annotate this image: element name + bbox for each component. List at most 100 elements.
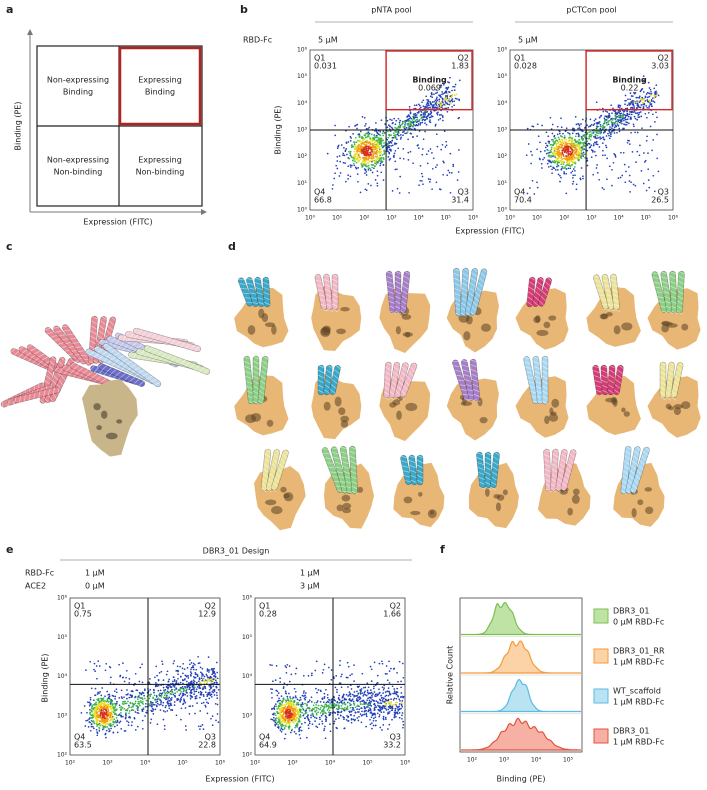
y-axis-label: Binding (PE) <box>14 102 23 151</box>
event-dot <box>646 135 648 138</box>
helix-turn <box>493 456 500 461</box>
event-dot <box>443 161 445 164</box>
helix-turn <box>664 301 672 304</box>
event-dot <box>439 94 442 97</box>
event-dot <box>156 723 159 726</box>
event-dot <box>353 158 355 160</box>
helix-turn <box>342 461 349 464</box>
event-dot <box>190 668 192 671</box>
event-dot <box>610 121 613 123</box>
helix-turn <box>601 274 608 278</box>
event-dot <box>356 150 358 153</box>
helix-turn <box>135 348 141 355</box>
helix-turn <box>464 379 472 382</box>
event-dot <box>284 690 287 693</box>
event-dot <box>586 131 588 134</box>
helix-turn <box>330 383 337 389</box>
helix-turn <box>677 290 684 295</box>
event-dot <box>546 144 548 147</box>
event-dot <box>640 104 643 106</box>
event-dot <box>89 729 92 732</box>
event-dot <box>408 119 411 122</box>
helix-turn <box>484 486 492 491</box>
event-dot <box>608 137 611 140</box>
event-dot <box>435 181 438 184</box>
event-dot <box>344 150 347 153</box>
helix-turn <box>471 374 478 378</box>
helix-turn <box>134 366 141 371</box>
event-dot <box>448 171 451 174</box>
event-dot <box>651 149 653 152</box>
event-dot <box>607 123 610 126</box>
event-dot <box>395 119 398 122</box>
event-dot <box>119 706 121 709</box>
event-dot <box>449 102 452 105</box>
helix-turn <box>324 384 331 389</box>
event-dot <box>433 93 435 96</box>
event-dot <box>549 144 552 146</box>
helix-turn <box>252 302 259 305</box>
event-dot <box>447 81 449 83</box>
event-dot <box>207 669 209 671</box>
surface-shadow <box>613 325 621 335</box>
event-dot <box>126 689 128 691</box>
helix-turn <box>664 296 671 299</box>
helix-turn <box>261 360 268 365</box>
event-dot <box>629 98 631 101</box>
helix-turn <box>138 369 145 374</box>
event-dot <box>136 725 139 728</box>
event-dot <box>633 101 636 103</box>
event-dot <box>124 717 127 720</box>
helix-turn <box>622 475 629 480</box>
event-dot <box>604 115 607 118</box>
event-dot <box>408 106 411 108</box>
event-dot <box>451 95 453 98</box>
event-dot <box>575 183 578 186</box>
event-dot <box>122 662 124 664</box>
event-dot <box>95 701 97 704</box>
event-dot <box>556 158 559 161</box>
helix-turn <box>109 320 115 326</box>
event-dot <box>582 155 585 157</box>
event-dot <box>417 120 419 123</box>
event-dot <box>638 95 641 98</box>
event-dot <box>620 120 622 122</box>
helix-turn <box>156 334 162 341</box>
helix-turn <box>550 483 557 488</box>
event-dot <box>94 705 97 708</box>
event-dot <box>214 702 217 705</box>
helix-turn <box>82 369 89 375</box>
helix-turn <box>92 346 99 351</box>
event-dot <box>308 720 311 723</box>
event-dot <box>383 142 385 144</box>
event-dot <box>103 708 105 711</box>
helix-turn <box>109 349 117 354</box>
event-dot <box>449 191 452 194</box>
helix-turn <box>52 387 56 395</box>
event-dot <box>627 139 629 142</box>
event-dot <box>298 699 301 702</box>
helix-turn <box>283 448 289 455</box>
helix-turn <box>658 301 666 304</box>
event-dot <box>614 156 617 158</box>
helix-turn <box>394 280 402 285</box>
event-dot <box>634 112 637 115</box>
helix <box>271 449 289 491</box>
event-dot <box>93 715 96 718</box>
event-dot <box>637 96 639 99</box>
event-dot <box>189 697 192 700</box>
event-dot <box>349 164 352 166</box>
event-dot <box>371 143 374 146</box>
helix-turn <box>75 346 82 348</box>
event-dot <box>396 187 399 190</box>
event-dot <box>571 149 574 151</box>
event-dot <box>148 697 151 700</box>
quadrant-name: Q3 <box>658 188 669 197</box>
event-dot <box>338 155 341 157</box>
event-dot <box>355 161 358 164</box>
event-dot <box>571 132 574 135</box>
event-dot <box>378 137 381 140</box>
event-dot <box>439 103 442 106</box>
event-dot <box>162 701 165 704</box>
x-tick-label: 10³ <box>386 215 397 222</box>
